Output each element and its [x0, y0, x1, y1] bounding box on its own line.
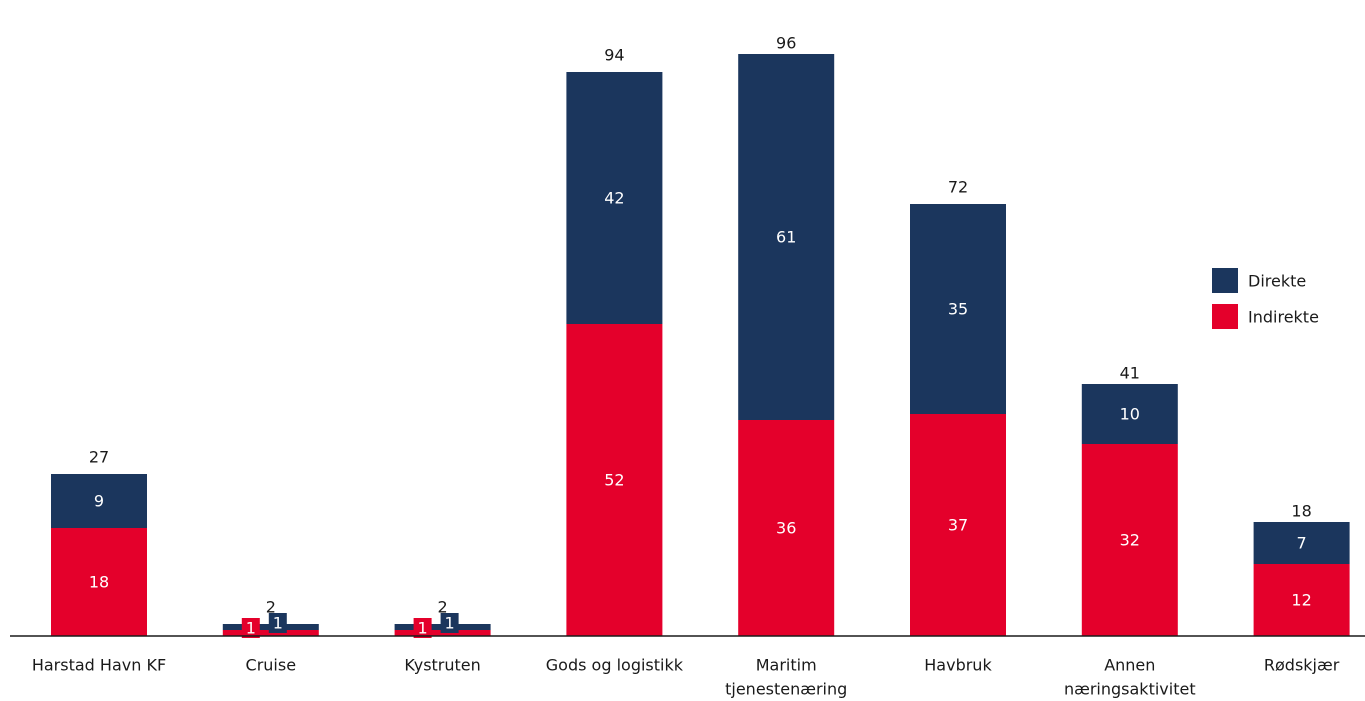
total-label-3: 94 [604, 46, 624, 65]
legend-swatch-indirekte [1212, 304, 1238, 329]
category-label-6-line-1: næringsaktivitet [1064, 680, 1196, 699]
small-label-badge-indirekte-1 [241, 618, 260, 638]
total-label-5: 72 [948, 178, 968, 197]
segment-label-direkte-7: 7 [1297, 534, 1307, 553]
segment-label-direkte-5: 35 [948, 300, 968, 319]
small-label-badge-direkte-1 [268, 613, 287, 633]
segment-label-indirekte-2: 1 [418, 619, 428, 638]
segment-label-indirekte-3: 52 [604, 471, 624, 490]
category-labels: Harstad Havn KF Cruise Kystruten Gods og lo… [32, 656, 1340, 699]
segment-label-direkte-2: 1 [445, 614, 455, 633]
total-label-1: 2 [266, 598, 276, 617]
category-label-4-line-1: tjenestenæring [725, 680, 847, 699]
category-label-4-line-0: Maritim [756, 656, 817, 675]
legend-label-indirekte: Indirekte [1248, 308, 1319, 327]
segment-label-direkte-0: 9 [94, 492, 104, 511]
small-label-badge-direkte-2 [440, 613, 459, 633]
segment-label-direkte-1: 1 [273, 614, 283, 633]
segment-label-direkte-3: 42 [604, 189, 624, 208]
segment-label-indirekte-0: 18 [89, 573, 109, 592]
bar-direkte-3 [566, 72, 663, 324]
category-label-5-line-0: Havbruk [924, 656, 992, 675]
legend-swatch-direkte [1212, 268, 1238, 293]
segment-label-direkte-6: 10 [1120, 405, 1140, 424]
category-label-0-line-0: Harstad Havn KF [32, 656, 166, 675]
legend-label-direkte: Direkte [1248, 272, 1306, 291]
category-label-2-line-0: Kystruten [404, 656, 480, 675]
bar-direkte-5 [910, 204, 1006, 414]
total-label-4: 96 [776, 34, 796, 53]
category-label-1-line-0: Cruise [246, 656, 297, 675]
segment-label-indirekte-7: 12 [1291, 591, 1311, 610]
bar-indirekte-0 [51, 528, 147, 636]
bar-direkte-6 [1081, 384, 1178, 444]
category-label-3-line-0: Gods og logistikk [546, 656, 684, 675]
category-label-7-line-0: Rødskjær [1264, 656, 1340, 675]
bar-indirekte-3 [566, 324, 663, 636]
segment-label-indirekte-1: 1 [246, 619, 256, 638]
bar-direkte-7 [1253, 522, 1350, 564]
total-label-6: 41 [1120, 364, 1140, 383]
bar-indirekte-5 [910, 414, 1006, 636]
small-label-badge-indirekte-2 [413, 618, 432, 638]
bar-direkte-4 [738, 54, 835, 420]
segment-label-indirekte-5: 37 [948, 516, 968, 535]
bar-indirekte-7 [1253, 564, 1350, 636]
bar-direkte-0 [51, 474, 147, 528]
segment-label-indirekte-6: 32 [1120, 531, 1140, 550]
category-label-6-line-0: Annen [1104, 656, 1155, 675]
total-label-0: 27 [89, 448, 109, 467]
segment-label-indirekte-4: 36 [776, 519, 796, 538]
bar-indirekte-6 [1081, 444, 1178, 636]
total-label-2: 2 [438, 598, 448, 617]
legend: Direkte Indirekte [1212, 268, 1319, 329]
bars-layer [51, 54, 1350, 636]
segment-label-direkte-4: 61 [776, 228, 796, 247]
bar-indirekte-4 [738, 420, 835, 636]
total-label-7: 18 [1291, 502, 1311, 521]
